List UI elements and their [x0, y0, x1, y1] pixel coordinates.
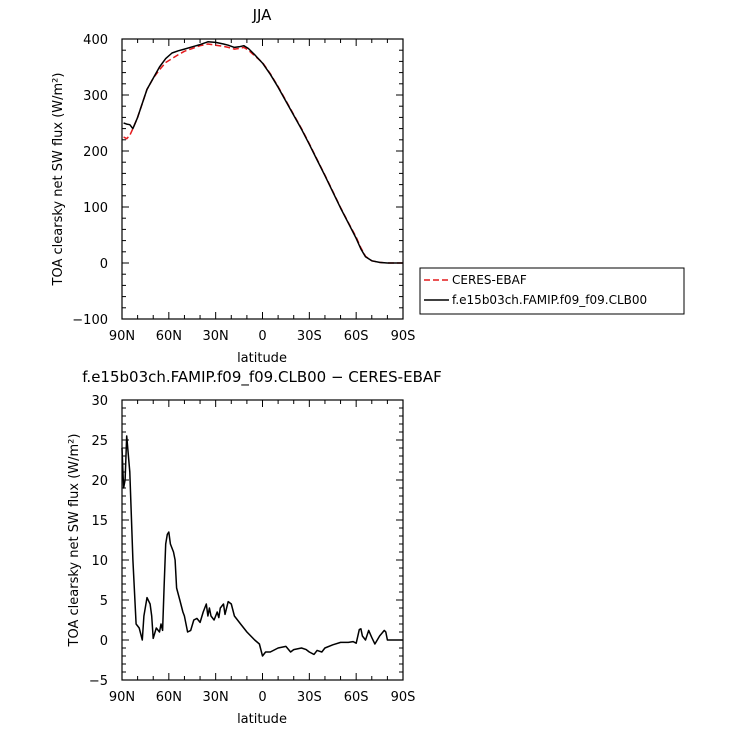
bottom-chart-y-tick-label: −5 — [89, 674, 108, 689]
bottom-chart-y-tick-labels: 30 25 20 15 10 5 0 −5 — [89, 394, 108, 689]
bottom-chart-x-axis-label: latitude — [237, 712, 287, 727]
top-chart-y-tick-label: 0 — [100, 257, 108, 272]
top-chart-x-tick-label: 90N — [109, 329, 135, 344]
legend-label-model: f.e15b03ch.FAMIP.f09_f09.CLB00 — [452, 293, 647, 307]
legend-label-ceres-ebaf: CERES-EBAF — [452, 273, 527, 287]
bottom-chart-series — [121, 435, 403, 657]
top-chart-y-tick-label: 400 — [83, 33, 108, 48]
bottom-chart-x-tick-labels: 90N 60N 30N 0 30S 60S 90S — [109, 690, 416, 705]
bottom-chart-y-tick-label: 30 — [91, 394, 108, 409]
bottom-chart-y-tick-label: 15 — [91, 514, 108, 529]
top-panel: JJA 90N 60N 30N 0 30S 60S 90S 400 300 200 100 0 −10… — [51, 6, 685, 366]
bottom-chart-y-tick-label: 5 — [100, 594, 108, 609]
bottom-chart-ticks — [121, 399, 404, 681]
top-chart-y-tick-label: 300 — [83, 89, 108, 104]
top-chart-series — [123, 41, 403, 264]
bottom-chart-y-tick-label: 10 — [91, 554, 108, 569]
top-chart-y-tick-label: 100 — [83, 201, 108, 216]
top-chart-series-line-f-e15b03ch-famip-f09-f09-clb00 — [123, 41, 403, 264]
top-chart-x-axis-label: latitude — [237, 351, 287, 366]
top-chart-x-tick-label: 60S — [344, 329, 369, 344]
top-chart-x-tick-label: 0 — [258, 329, 266, 344]
top-chart-y-tick-labels: 400 300 200 100 0 −100 — [72, 33, 108, 328]
top-chart-x-tick-label: 30N — [203, 329, 229, 344]
top-chart-x-tick-label: 60N — [156, 329, 182, 344]
top-chart-frame — [121, 38, 404, 320]
bottom-chart-title: f.e15b03ch.FAMIP.f09_f09.CLB00 − CERES-E… — [82, 368, 442, 387]
top-chart-x-tick-label: 30S — [297, 329, 322, 344]
bottom-chart-x-tick-label: 60N — [156, 690, 182, 705]
top-chart-y-tick-label: 200 — [83, 145, 108, 160]
bottom-chart-y-axis-label: TOA clearsky net SW flux (W/m²) — [67, 434, 82, 648]
bottom-chart-x-tick-label: 90S — [391, 690, 416, 705]
legend-box — [419, 267, 685, 315]
bottom-chart-frame — [121, 399, 404, 681]
top-chart-y-tick-label: −100 — [72, 313, 108, 328]
bottom-chart-x-tick-label: 0 — [258, 690, 266, 705]
top-chart-x-tick-label: 90S — [391, 329, 416, 344]
top-chart-x-tick-labels: 90N 60N 30N 0 30S 60S 90S — [109, 329, 416, 344]
bottom-chart-x-tick-label: 30S — [297, 690, 322, 705]
top-chart-legend: CERES-EBAF f.e15b03ch.FAMIP.f09_f09.CLB0… — [419, 267, 685, 315]
bottom-chart-x-tick-label: 90N — [109, 690, 135, 705]
top-chart-title: JJA — [252, 6, 273, 24]
bottom-chart-y-tick-label: 0 — [100, 634, 108, 649]
bottom-chart-x-tick-label: 30N — [203, 690, 229, 705]
bottom-chart-x-tick-label: 60S — [344, 690, 369, 705]
bottom-panel: f.e15b03ch.FAMIP.f09_f09.CLB00 − CERES-E… — [67, 368, 442, 727]
top-chart-y-axis-label: TOA clearsky net SW flux (W/m²) — [51, 73, 66, 287]
bottom-chart-y-tick-label: 25 — [91, 434, 108, 449]
bottom-chart-y-tick-label: 20 — [91, 474, 108, 489]
bottom-chart-series-line-difference — [121, 435, 403, 657]
